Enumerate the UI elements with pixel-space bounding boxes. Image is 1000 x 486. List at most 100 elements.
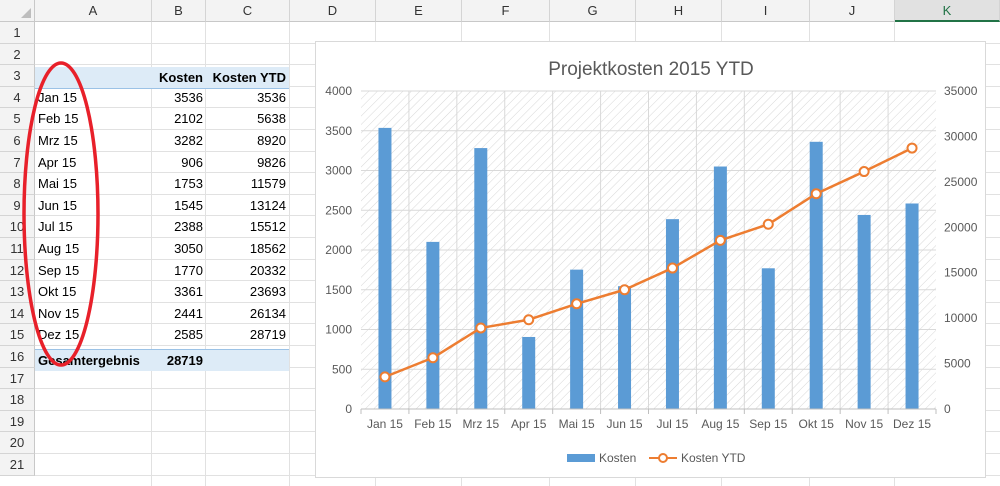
pivot-header-kosten-ytd[interactable]: Kosten YTD	[212, 70, 286, 85]
kosten-bar[interactable]	[426, 241, 440, 409]
pivot-ytd-cell[interactable]: 9826	[257, 155, 286, 170]
kosten-bar[interactable]	[809, 141, 823, 409]
column-header-c[interactable]: C	[206, 0, 290, 22]
kosten-bar[interactable]	[857, 214, 871, 409]
row-header-9[interactable]: 9	[0, 195, 35, 216]
kosten-ytd-point[interactable]	[475, 322, 487, 334]
kosten-ytd-point[interactable]	[379, 371, 391, 383]
pivot-kosten-cell[interactable]: 2585	[174, 327, 203, 342]
kosten-bar[interactable]	[713, 166, 727, 409]
pivot-month-cell[interactable]: Mai 15	[38, 176, 78, 191]
kosten-ytd-point[interactable]	[762, 218, 774, 230]
row-header-19[interactable]: 19	[0, 411, 35, 432]
pivot-month-cell[interactable]: Aug 15	[38, 241, 80, 256]
column-header-b[interactable]: B	[152, 0, 206, 22]
pivot-ytd-cell[interactable]: 26134	[249, 306, 286, 321]
column-header-k[interactable]: K	[895, 0, 1000, 22]
pivot-kosten-cell[interactable]: 3282	[174, 133, 203, 148]
pivot-month-cell[interactable]: Okt 15	[38, 284, 77, 299]
column-header-h[interactable]: H	[636, 0, 722, 22]
right-axis-tick-label: 35000	[944, 84, 978, 98]
kosten-ytd-point[interactable]	[619, 284, 631, 296]
pivot-ytd-cell[interactable]: 28719	[249, 327, 286, 342]
row-header-5[interactable]: 5	[0, 108, 35, 130]
select-all-corner[interactable]	[0, 0, 35, 22]
kosten-bar[interactable]	[474, 148, 488, 409]
row-header-15[interactable]: 15	[0, 324, 35, 346]
pivot-month-cell[interactable]: Dez 15	[38, 327, 80, 342]
pivot-month-cell[interactable]: Mrz 15	[38, 133, 78, 148]
row-header-20[interactable]: 20	[0, 432, 35, 454]
kosten-bar[interactable]	[761, 268, 775, 409]
column-header-a[interactable]: A	[35, 0, 152, 22]
pivot-ytd-cell[interactable]: 18562	[249, 241, 286, 256]
kosten-bar[interactable]	[905, 203, 919, 409]
row-header-4[interactable]: 4	[0, 87, 35, 108]
chart-area[interactable]: Projektkosten 2015 YTD 0 500 1000 1500 2000 2…	[315, 41, 986, 478]
row-header-10[interactable]: 10	[0, 216, 35, 238]
row-header-12[interactable]: 12	[0, 260, 35, 281]
pivot-month-cell[interactable]: Nov 15	[38, 306, 80, 321]
column-header-j[interactable]: J	[810, 0, 895, 22]
pivot-ytd-cell[interactable]: 15512	[249, 219, 286, 234]
kosten-bar[interactable]	[570, 269, 584, 409]
kosten-ytd-point[interactable]	[714, 234, 726, 246]
kosten-ytd-point[interactable]	[523, 314, 535, 326]
row-header-3[interactable]: 3	[0, 65, 35, 87]
row-header-6[interactable]: 6	[0, 130, 35, 152]
row-header-21[interactable]: 21	[0, 454, 35, 476]
kosten-bar[interactable]	[378, 127, 392, 409]
legend-kosten-swatch	[567, 454, 595, 462]
pivot-kosten-cell[interactable]: 1753	[174, 176, 203, 191]
row-header-18[interactable]: 18	[0, 389, 35, 411]
row-header-16[interactable]: 16	[0, 346, 35, 368]
pivot-kosten-cell[interactable]: 1545	[174, 198, 203, 213]
pivot-ytd-cell[interactable]: 11579	[250, 176, 286, 191]
pivot-kosten-cell[interactable]: 2441	[174, 306, 203, 321]
kosten-bar[interactable]	[618, 286, 632, 409]
column-header-i[interactable]: I	[722, 0, 810, 22]
pivot-total-value[interactable]: 28719	[166, 353, 203, 368]
kosten-ytd-point[interactable]	[810, 188, 822, 200]
kosten-ytd-point[interactable]	[427, 352, 439, 364]
row-header-1[interactable]: 1	[0, 22, 35, 44]
row-header-2[interactable]: 2	[0, 44, 35, 65]
row-header-8[interactable]: 8	[0, 173, 35, 195]
row-header-14[interactable]: 14	[0, 303, 35, 324]
pivot-kosten-cell[interactable]: 2388	[174, 219, 203, 234]
row-header-13[interactable]: 13	[0, 281, 35, 303]
pivot-kosten-cell[interactable]: 3050	[174, 241, 203, 256]
row-header-17[interactable]: 17	[0, 368, 35, 389]
kosten-ytd-point[interactable]	[858, 166, 870, 178]
pivot-month-cell[interactable]: Jun 15	[38, 198, 78, 213]
pivot-ytd-cell[interactable]: 20332	[249, 263, 286, 278]
pivot-kosten-cell[interactable]: 3361	[174, 284, 203, 299]
kosten-ytd-point[interactable]	[666, 262, 678, 274]
kosten-bar[interactable]	[665, 219, 679, 409]
pivot-month-cell[interactable]: Jan 15	[38, 90, 78, 105]
column-header-g[interactable]: G	[550, 0, 636, 22]
kosten-ytd-point[interactable]	[571, 298, 583, 310]
pivot-kosten-cell[interactable]: 906	[181, 155, 203, 170]
row-header-11[interactable]: 11	[0, 238, 35, 260]
column-header-f[interactable]: F	[462, 0, 550, 22]
pivot-ytd-cell[interactable]: 23693	[249, 284, 286, 299]
column-header-d[interactable]: D	[290, 0, 376, 22]
kosten-bar[interactable]	[522, 336, 536, 409]
pivot-kosten-cell[interactable]: 2102	[174, 111, 203, 126]
pivot-kosten-cell[interactable]: 1770	[174, 263, 203, 278]
pivot-month-cell[interactable]: Jul 15	[38, 219, 73, 234]
pivot-month-cell[interactable]: Feb 15	[38, 111, 79, 126]
kosten-ytd-point[interactable]	[906, 142, 918, 154]
pivot-ytd-cell[interactable]: 13124	[249, 198, 286, 213]
pivot-ytd-cell[interactable]: 3536	[257, 90, 286, 105]
pivot-total-label[interactable]: Gesamtergebnis	[38, 353, 140, 368]
column-header-e[interactable]: E	[376, 0, 462, 22]
pivot-header-kosten[interactable]: Kosten	[158, 70, 203, 85]
pivot-kosten-cell[interactable]: 3536	[174, 90, 203, 105]
row-header-7[interactable]: 7	[0, 152, 35, 173]
pivot-month-cell[interactable]: Apr 15	[38, 155, 77, 170]
pivot-month-cell[interactable]: Sep 15	[38, 263, 80, 278]
pivot-ytd-cell[interactable]: 5638	[257, 111, 286, 126]
pivot-ytd-cell[interactable]: 8920	[257, 133, 286, 148]
